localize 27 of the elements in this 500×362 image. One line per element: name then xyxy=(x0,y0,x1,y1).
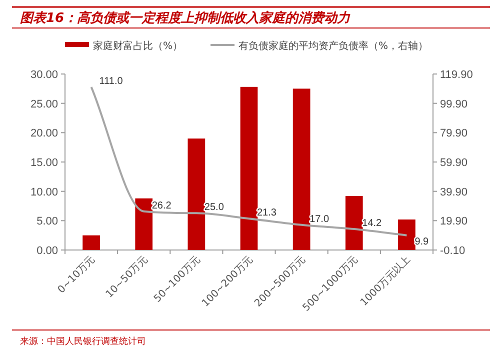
y2-tick-label: 79.90 xyxy=(440,128,468,140)
legend-label: 有负债家庭的平均资产负债率（%，右轴） xyxy=(238,40,428,52)
y-tick-label: 5.00 xyxy=(36,216,58,228)
y-tick-label: 15.00 xyxy=(30,157,58,169)
y2-tick-label: 119.90 xyxy=(440,69,473,81)
bar xyxy=(292,88,310,250)
y2-tick-label: 99.90 xyxy=(440,98,468,110)
bar xyxy=(240,86,258,250)
chart-title: 图表16：高负债或一定程度上抑制低收入家庭的消费动力 xyxy=(20,10,352,26)
y2-tick-label: 59.90 xyxy=(440,157,468,169)
data-label: 111.0 xyxy=(99,76,124,88)
y2-tick-label: -0.10 xyxy=(440,245,466,257)
bar xyxy=(188,138,206,250)
bar xyxy=(398,219,416,250)
y-tick-label: 25.00 xyxy=(30,98,58,110)
y-tick-label: 20.00 xyxy=(30,128,58,140)
bar xyxy=(82,235,100,250)
y-tick-label: 0.00 xyxy=(36,245,58,257)
bar xyxy=(345,196,363,250)
bar xyxy=(135,198,153,250)
y-tick-label: 30.00 xyxy=(30,69,58,81)
y2-tick-label: 39.90 xyxy=(440,186,468,198)
y2-tick-label: 19.90 xyxy=(440,216,468,228)
source-note: 来源：中国人民银行调查统计司 xyxy=(20,336,146,347)
legend-label: 家庭财富占比（%） xyxy=(93,40,183,52)
data-label: 21.3 xyxy=(257,208,277,219)
y-tick-label: 10.00 xyxy=(30,186,58,198)
